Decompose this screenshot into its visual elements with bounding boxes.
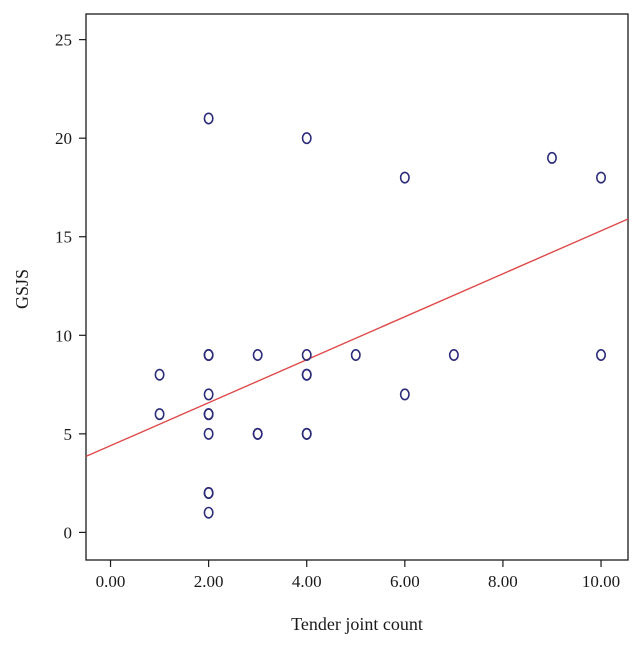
x-tick-label: 6.00 xyxy=(390,572,420,591)
regression-line xyxy=(86,218,628,458)
data-point xyxy=(203,349,214,362)
data-point xyxy=(203,506,214,519)
x-tick-label: 2.00 xyxy=(194,572,224,591)
data-point xyxy=(399,388,410,401)
data-point xyxy=(301,427,312,440)
x-tick-label: 0.00 xyxy=(96,572,126,591)
data-points-layer xyxy=(154,112,607,519)
data-point xyxy=(399,171,410,184)
data-point xyxy=(350,349,361,362)
data-point xyxy=(203,112,214,125)
data-point xyxy=(252,349,263,362)
y-tick-label: 15 xyxy=(55,228,72,247)
x-tick-label: 10.00 xyxy=(582,572,620,591)
x-axis-title: Tender joint count xyxy=(291,614,423,634)
data-point xyxy=(301,132,312,145)
y-axis-title: GSJS xyxy=(12,269,32,309)
data-point xyxy=(596,349,607,362)
y-tick-label: 25 xyxy=(55,31,72,50)
data-point xyxy=(596,171,607,184)
x-tick-label: 4.00 xyxy=(292,572,322,591)
regression-line-layer xyxy=(86,218,628,458)
y-tick-label: 10 xyxy=(55,326,72,345)
data-point xyxy=(203,427,214,440)
x-axis: 0.00 2.00 4.00 6.00 8.00 10.00 xyxy=(96,560,620,591)
y-tick-label: 0 xyxy=(64,523,73,542)
data-point xyxy=(154,408,165,421)
data-point xyxy=(154,368,165,381)
plot-frame xyxy=(85,13,629,561)
y-tick-label: 5 xyxy=(64,425,73,444)
data-point xyxy=(203,486,214,499)
data-point xyxy=(301,349,312,362)
data-point xyxy=(448,349,459,362)
data-point xyxy=(203,388,214,401)
data-point xyxy=(301,368,312,381)
data-point xyxy=(546,151,557,164)
data-point xyxy=(203,408,214,421)
data-point xyxy=(252,427,263,440)
x-tick-label: 8.00 xyxy=(488,572,518,591)
y-axis: 0 5 10 15 20 25 xyxy=(55,31,86,542)
y-tick-label: 20 xyxy=(55,129,72,148)
